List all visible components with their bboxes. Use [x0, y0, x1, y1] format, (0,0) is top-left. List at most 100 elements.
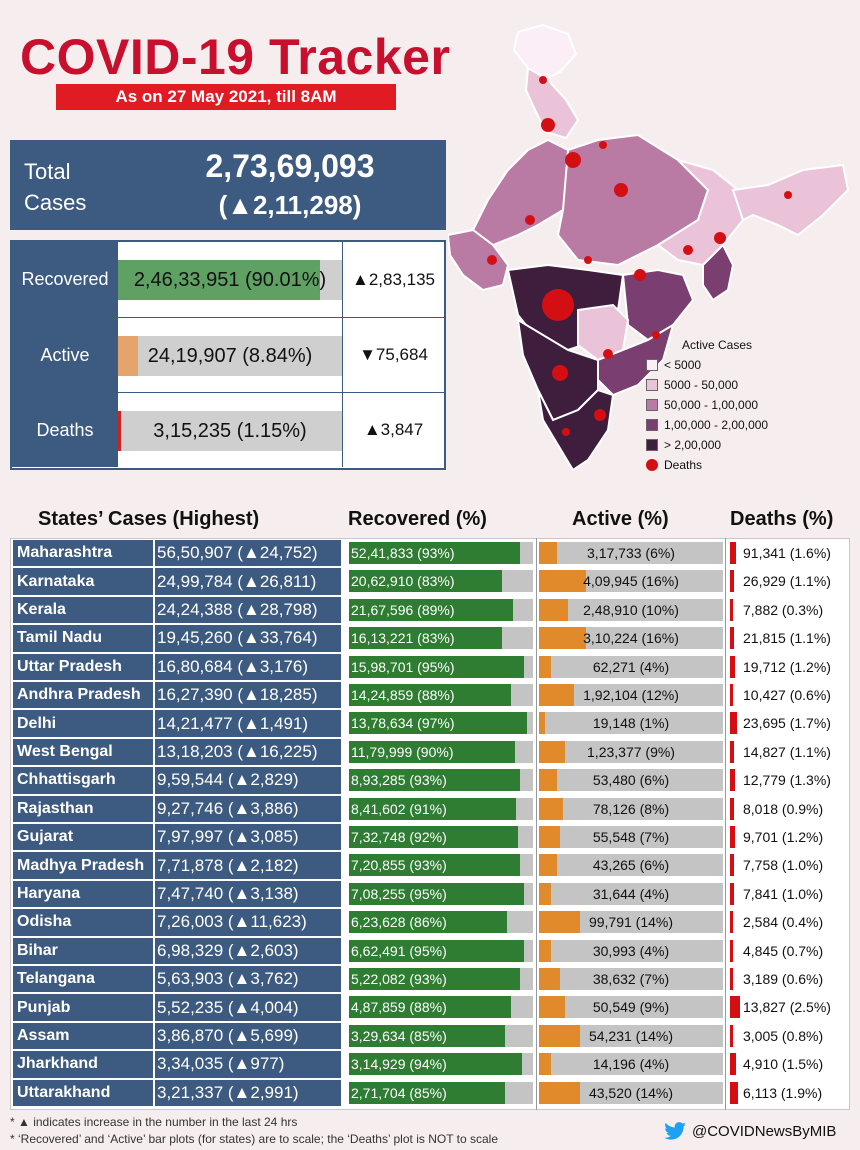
- recovered-value: 8,41,602 (91%): [351, 800, 447, 817]
- state-name: Delhi: [13, 710, 153, 737]
- legend-item: 5000 - 50,000: [646, 375, 806, 395]
- deaths-bar: [730, 939, 733, 962]
- state-name: Bihar: [13, 937, 153, 964]
- state-cases: 7,71,878 (▲2,182): [155, 852, 341, 879]
- state-cases: 9,59,544 (▲2,829): [155, 767, 341, 794]
- active-bar-fill: [539, 1081, 581, 1104]
- table-row: Gujarat 7,97,997 (▲3,085) 7,32,748 (92%) 55…: [11, 823, 851, 851]
- death-marker: [594, 409, 606, 421]
- state-cases: 7,26,003 (▲11,623): [155, 909, 341, 936]
- death-marker: [487, 255, 497, 265]
- state-name: Chhattisgarh: [13, 767, 153, 794]
- state-cases: 7,97,997 (▲3,085): [155, 824, 341, 851]
- deaths-value: 7,882 (0.3%): [743, 601, 824, 618]
- active-bar-fill: [539, 627, 587, 650]
- table-row: Madhya Pradesh 7,71,878 (▲2,182) 7,20,855 …: [11, 851, 851, 879]
- summary-row-recovered: Recovered 2,46,33,951 (90.01%) ▲2,83,135: [12, 242, 444, 317]
- active-bar-fill: [539, 598, 569, 621]
- recovered-value: 11,79,999 (90%): [351, 743, 454, 760]
- summary-bar: [118, 411, 342, 451]
- death-marker: [634, 269, 646, 281]
- active-bar-fill: [539, 655, 551, 678]
- twitter-handle[interactable]: @COVIDNewsByMIB: [664, 1122, 836, 1140]
- map-death-markers: [487, 76, 792, 436]
- deaths-bar: [730, 911, 733, 934]
- recovered-bar: [349, 598, 533, 621]
- summary-value: 2,46,33,951 (90.01%): [133, 268, 327, 291]
- recovered-bar: [349, 911, 533, 934]
- death-marker: [542, 289, 574, 321]
- summary-value: 24,19,907 (8.84%): [147, 344, 313, 367]
- recovered-value: 7,08,255 (95%): [351, 885, 447, 902]
- state-name: West Bengal: [13, 738, 153, 766]
- active-bar-fill: [539, 826, 560, 848]
- active-bar: [539, 570, 723, 593]
- active-bar-fill: [539, 996, 566, 1019]
- table-row: Odisha 7,26,003 (▲11,623) 6,23,628 (86%) 99…: [11, 908, 851, 936]
- table-row: Rajasthan 9,27,746 (▲3,886) 8,41,602 (91%)…: [11, 795, 851, 823]
- death-marker: [565, 152, 581, 168]
- active-bar-fill: [539, 1024, 581, 1047]
- active-bar: [539, 854, 723, 877]
- death-marker: [584, 256, 592, 264]
- state-cases: 5,52,235 (▲4,004): [155, 994, 341, 1021]
- deaths-value: 21,815 (1.1%): [743, 630, 831, 647]
- active-bar-fill: [539, 911, 581, 934]
- active-value: 53,480 (6%): [592, 772, 670, 789]
- state-name: Karnataka: [13, 568, 153, 595]
- deaths-bar: [730, 542, 737, 564]
- recovered-bar-fill: [349, 570, 502, 593]
- recovered-bar: [349, 996, 533, 1019]
- state-cases: 5,63,903 (▲3,762): [155, 966, 341, 993]
- deaths-value: 4,845 (0.7%): [743, 942, 824, 959]
- india-map: [448, 23, 850, 472]
- twitter-icon: [664, 1122, 686, 1140]
- summary-table: Recovered 2,46,33,951 (90.01%) ▲2,83,135…: [10, 240, 446, 470]
- deaths-bar: [730, 655, 735, 678]
- deaths-bar: [730, 712, 737, 735]
- active-bar: [539, 627, 723, 650]
- death-marker: [784, 191, 792, 199]
- state-name: Uttar Pradesh: [13, 653, 153, 680]
- recovered-bar-fill: [349, 911, 508, 934]
- legend-label: 1,00,000 - 2,00,000: [664, 418, 769, 432]
- table-row: Assam 3,86,870 (▲5,699) 3,29,634 (85%) 54,2…: [11, 1022, 851, 1050]
- active-value: 43,520 (14%): [588, 1084, 674, 1101]
- recovered-bar: [349, 655, 533, 678]
- state-name: Assam: [13, 1022, 153, 1050]
- state-name: Andhra Pradesh: [13, 682, 153, 709]
- state-name: Madhya Pradesh: [13, 852, 153, 879]
- active-bar: [539, 1053, 723, 1076]
- summary-bar: [118, 336, 342, 376]
- deaths-bar: [730, 968, 733, 990]
- active-bar-fill: [539, 797, 563, 820]
- active-value: 38,632 (7%): [592, 971, 670, 987]
- table-row: Bihar 6,98,329 (▲2,603) 6,62,491 (95%) 30,9…: [11, 937, 851, 965]
- table-row: Kerala 24,24,388 (▲28,798) 21,67,596 (89%)…: [11, 596, 851, 624]
- deaths-value: 6,113 (1.9%): [743, 1084, 823, 1101]
- deaths-bar: [730, 826, 735, 848]
- legend-label: 50,000 - 1,00,000: [664, 398, 759, 412]
- state-cases: 24,24,388 (▲28,798): [155, 596, 341, 624]
- active-bar: [539, 769, 723, 792]
- summary-label: Active: [12, 318, 118, 392]
- active-value: 62,271 (4%): [592, 658, 670, 675]
- active-bar: [539, 684, 723, 706]
- deaths-value: 4,910 (1.5%): [743, 1056, 824, 1073]
- deaths-bar: [730, 627, 735, 650]
- state-cases: 19,45,260 (▲33,764): [155, 625, 341, 652]
- summary-value: 3,15,235 (1.15%): [153, 419, 307, 442]
- active-value: 1,23,377 (9%): [587, 743, 675, 760]
- footnote: * ▲ indicates increase in the number in …: [10, 1115, 298, 1129]
- state-cases: 7,47,740 (▲3,138): [155, 880, 341, 908]
- recovered-bar: [349, 1053, 533, 1076]
- death-marker: [539, 76, 547, 84]
- recovered-bar-fill: [349, 684, 511, 706]
- active-value: 3,10,224 (16%): [583, 630, 679, 647]
- table-row: Telangana 5,63,903 (▲3,762) 5,22,082 (93%)…: [11, 965, 851, 993]
- state-cases: 13,18,203 (▲16,225): [155, 738, 341, 766]
- total-cases-box: Total Cases 2,73,69,093 (▲2,11,298): [10, 140, 446, 230]
- recovered-bar-fill: [349, 996, 511, 1019]
- recovered-bar: [349, 1081, 533, 1104]
- active-bar: [539, 882, 723, 905]
